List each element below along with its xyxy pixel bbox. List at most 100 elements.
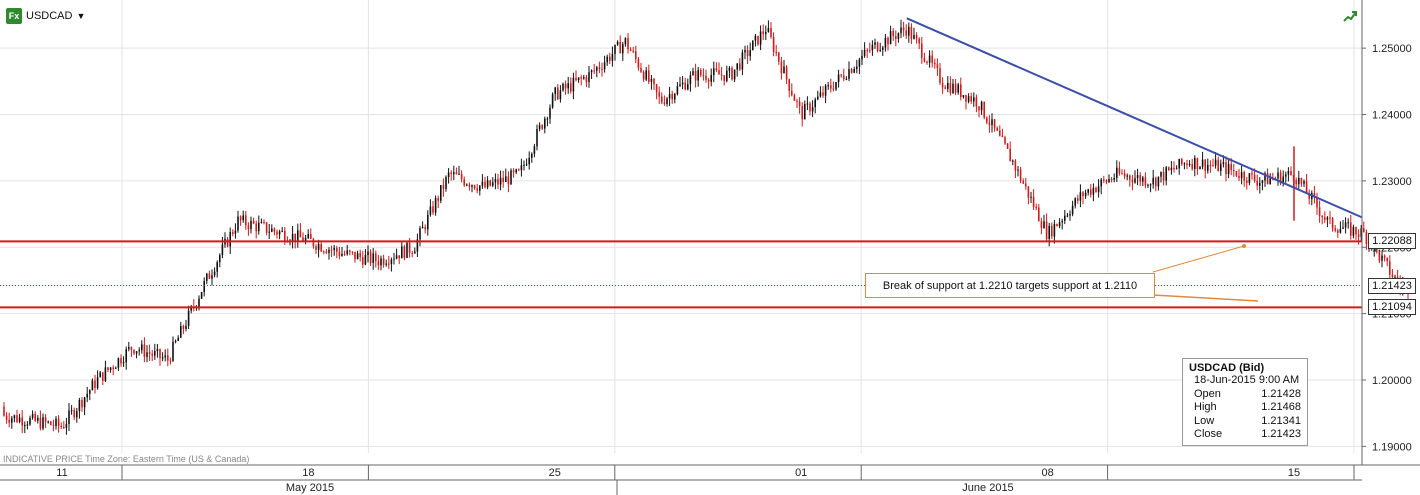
candle [744, 45, 746, 60]
candle [804, 100, 806, 120]
candle [159, 348, 161, 366]
candle [479, 185, 481, 196]
candle [819, 86, 822, 98]
candle [5, 412, 8, 424]
candle [125, 346, 127, 370]
candle [546, 116, 549, 127]
candle [1074, 197, 1076, 209]
candle [986, 116, 988, 125]
candle [141, 340, 143, 354]
candle [983, 101, 985, 120]
candle [130, 346, 133, 357]
candle [629, 47, 632, 52]
info-datetime: 18-Jun-2015 9:00 AM [1194, 374, 1300, 386]
annotation-leaders [1152, 244, 1259, 302]
candle [905, 24, 907, 39]
candle [923, 52, 926, 63]
candle [133, 349, 135, 355]
candle [585, 74, 588, 88]
candle [1251, 170, 1253, 180]
candle [393, 252, 395, 265]
candle [440, 185, 442, 204]
candle [115, 366, 117, 369]
trend-up-icon[interactable] [1342, 8, 1358, 24]
candle [973, 92, 975, 107]
candle [837, 69, 840, 88]
candle [172, 336, 174, 363]
candle [255, 220, 257, 239]
candle [468, 182, 471, 191]
candle [271, 224, 273, 233]
candle [37, 415, 39, 424]
candle [99, 370, 101, 378]
candle [853, 66, 855, 74]
candle [1186, 159, 1188, 170]
chevron-down-icon[interactable]: ▼ [76, 11, 86, 21]
candle [1212, 158, 1214, 167]
candle [325, 249, 328, 254]
candle [593, 64, 595, 74]
candle [713, 61, 715, 83]
candle [601, 62, 603, 77]
candle [237, 210, 239, 233]
candle [94, 374, 96, 394]
candle [167, 348, 169, 367]
candle [18, 413, 21, 424]
candle [424, 224, 426, 234]
candle [486, 176, 489, 190]
candle [390, 257, 393, 272]
candle [336, 245, 338, 259]
candle [367, 245, 369, 263]
candle [1324, 211, 1326, 224]
candle [128, 341, 130, 352]
candle [1196, 157, 1199, 175]
candle [967, 93, 970, 104]
candle [895, 30, 897, 47]
candle [1066, 212, 1069, 218]
candle [1199, 165, 1201, 170]
candle [523, 160, 525, 171]
candle [372, 248, 374, 270]
candle [263, 219, 265, 225]
candle [1381, 250, 1383, 268]
candle [902, 21, 905, 37]
candle [1277, 167, 1279, 186]
candle [962, 95, 965, 99]
candle [869, 42, 871, 53]
candle [1134, 170, 1136, 184]
candle [668, 86, 671, 107]
candle [60, 422, 62, 430]
candle [918, 37, 920, 50]
candle [718, 62, 720, 75]
candle [793, 93, 796, 101]
candle [817, 90, 819, 101]
candle [642, 70, 645, 82]
candle [528, 151, 530, 170]
candle [544, 116, 546, 134]
candle [1030, 191, 1032, 204]
candle [655, 83, 658, 100]
candle [557, 84, 559, 101]
candle [458, 165, 460, 176]
candle [1238, 168, 1240, 182]
candle [312, 237, 315, 249]
candle [960, 77, 962, 101]
candle [965, 94, 967, 110]
candle [731, 66, 733, 81]
candle [377, 254, 380, 270]
candle [645, 66, 647, 82]
candle [208, 270, 211, 279]
candle [1092, 183, 1095, 202]
candle [533, 143, 536, 158]
candle [676, 82, 679, 96]
candle [949, 76, 952, 96]
candle [206, 272, 208, 285]
candle [174, 339, 177, 344]
symbol-selector[interactable]: Fx USDCAD ▼ [6, 6, 85, 26]
candle [934, 58, 936, 69]
candle [1105, 179, 1108, 185]
candle [432, 201, 434, 215]
candle [1188, 160, 1191, 167]
candle [375, 250, 377, 268]
candle [445, 175, 447, 192]
